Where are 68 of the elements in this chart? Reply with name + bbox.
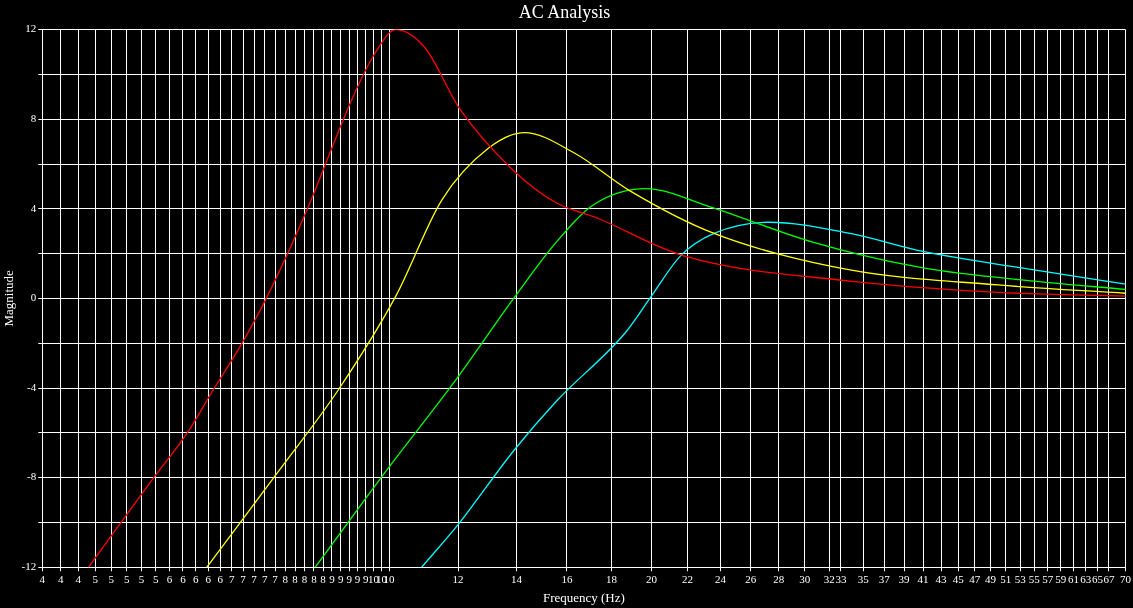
y-tick-label: 12 xyxy=(25,22,37,35)
chart-title: AC Analysis xyxy=(518,1,611,22)
x-tick-label: 59 xyxy=(1055,572,1067,585)
x-tick-label: 7 xyxy=(229,572,236,585)
x-tick-label: 70 xyxy=(1120,572,1132,585)
x-tick-label: 14 xyxy=(510,572,523,585)
x-tick-label: 41 xyxy=(917,572,929,585)
x-tick-label: 5 xyxy=(138,572,145,585)
x-tick-label: 33 xyxy=(835,572,847,585)
x-tick-label: 35 xyxy=(857,572,870,585)
x-tick-label: 16 xyxy=(561,572,573,585)
y-tick-label: 4 xyxy=(30,201,37,214)
x-tick-label: 9 xyxy=(354,572,361,585)
x-tick-label: 4 xyxy=(39,572,46,585)
x-tick-label: 37 xyxy=(878,572,891,585)
x-tick-label: 8 xyxy=(292,572,299,585)
x-tick-label: 4 xyxy=(75,572,82,585)
x-axis-title: Frequency (Hz) xyxy=(542,589,625,605)
x-tick-label: 32 xyxy=(823,572,835,585)
x-tick-label: 28 xyxy=(773,572,785,585)
x-tick-label: 43 xyxy=(935,572,948,585)
x-tick-label: 39 xyxy=(898,572,911,585)
x-tick-label: 6 xyxy=(205,572,212,585)
x-tick-label: 51 xyxy=(1000,572,1012,585)
y-tick-label: 0 xyxy=(30,291,37,304)
x-tick-label: 12 xyxy=(452,572,464,585)
y-tick-label: -8 xyxy=(27,470,37,483)
x-tick-label: 8 xyxy=(311,572,318,585)
x-tick-label: 67 xyxy=(1103,572,1115,585)
x-tick-label: 8 xyxy=(282,572,289,585)
x-tick-label: 5 xyxy=(123,572,130,585)
x-tick-label: 5 xyxy=(92,572,99,585)
x-tick-label: 22 xyxy=(681,572,693,585)
x-tick-label: 5 xyxy=(153,572,160,585)
x-tick-label: 7 xyxy=(251,572,258,585)
x-tick-label: 7 xyxy=(272,572,279,585)
x-tick-label: 45 xyxy=(952,572,965,585)
x-tick-label: 7 xyxy=(261,572,268,585)
x-tick-label: 6 xyxy=(180,572,187,585)
x-tick-label: 9 xyxy=(337,572,344,585)
x-tick-label: 9 xyxy=(329,572,336,585)
x-tick-label: 26 xyxy=(745,572,757,585)
x-tick-label: 8 xyxy=(320,572,327,585)
x-tick-label: 5 xyxy=(108,572,115,585)
x-tick-label: 6 xyxy=(192,572,199,585)
y-axis-title: Magnitude xyxy=(1,270,17,327)
x-tick-label: 6 xyxy=(217,572,224,585)
x-tick-label: 65 xyxy=(1091,572,1104,585)
x-tick-label: 9 xyxy=(362,572,369,585)
x-tick-label: 63 xyxy=(1080,572,1092,585)
y-tick-label: -12 xyxy=(21,560,37,573)
x-tick-label: 53 xyxy=(1014,572,1027,585)
x-tick-label: 9 xyxy=(346,572,353,585)
x-tick-label: 20 xyxy=(645,572,658,585)
y-tick-label: -4 xyxy=(27,380,37,393)
x-tick-label: 18 xyxy=(606,572,618,585)
x-tick-label: 55 xyxy=(1028,572,1041,585)
x-tick-label: 6 xyxy=(166,572,173,585)
x-tick-label: 49 xyxy=(985,572,997,585)
x-tick-label: 30 xyxy=(799,572,811,585)
x-tick-label: 57 xyxy=(1042,572,1054,585)
x-tick-label: 61 xyxy=(1067,572,1079,585)
y-tick-label: 8 xyxy=(30,112,37,125)
x-tick-label: 47 xyxy=(969,572,981,585)
x-tick-label: 8 xyxy=(301,572,308,585)
x-tick-label: 24 xyxy=(714,572,727,585)
x-tick-label: 4 xyxy=(57,572,64,585)
x-tick-label: 7 xyxy=(240,572,247,585)
